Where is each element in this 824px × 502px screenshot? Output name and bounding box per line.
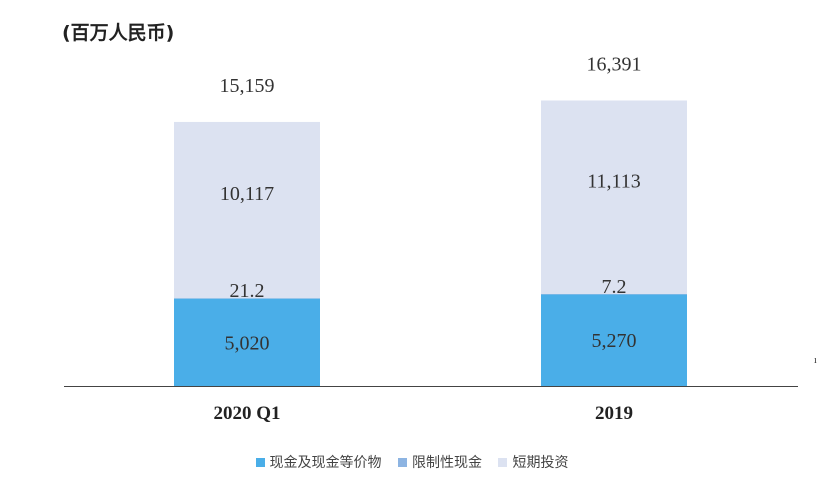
legend-item-restricted: 限制性现金	[398, 452, 482, 472]
legend-swatch-cash	[255, 457, 265, 467]
bar-short-term-1	[541, 100, 687, 295]
stray-mark: ı	[814, 355, 817, 366]
bar-short-term-0	[174, 121, 320, 299]
legend-item-cash: 现金及现金等价物	[255, 452, 382, 472]
x-tick-label-0: 2020 Q1	[213, 403, 280, 424]
data-label-cash-0: 5,020	[225, 332, 270, 354]
legend-swatch-short-term	[498, 457, 508, 467]
legend: 现金及现金等价物 限制性现金 短期投资	[0, 452, 824, 472]
x-tick-label-1: 2019	[595, 403, 633, 424]
total-label-0: 15,159	[220, 75, 275, 97]
legend-label-restricted: 限制性现金	[412, 455, 482, 471]
total-label-1: 16,391	[587, 53, 642, 75]
stacked-bar-chart: 5,020 21.2 10,117 15,159 2020 Q1 5,270 7.2 11,1…	[64, 53, 798, 424]
data-label-restricted-1: 7.2	[602, 276, 627, 298]
legend-swatch-restricted	[398, 457, 407, 467]
bar-restricted-0	[174, 298, 320, 299]
bar-restricted-1	[541, 294, 687, 295]
data-label-short-term-1: 11,113	[587, 170, 641, 192]
data-label-short-term-0: 10,117	[220, 183, 274, 205]
legend-label-cash: 现金及现金等价物	[269, 455, 382, 471]
data-label-restricted-0: 21.2	[230, 280, 265, 302]
data-label-cash-1: 5,270	[592, 330, 637, 352]
bar-cash-0	[174, 298, 320, 386]
bar-cash-1	[541, 294, 687, 386]
unit-label: (百万人民币)	[62, 22, 175, 44]
legend-label-short-term: 短期投资	[512, 455, 569, 471]
legend-item-short-term: 短期投资	[498, 452, 568, 472]
